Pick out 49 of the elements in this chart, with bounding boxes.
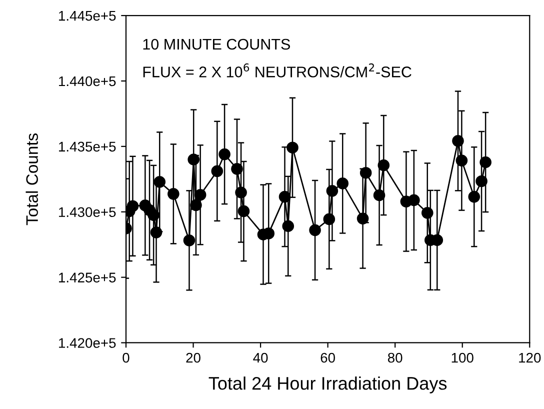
point — [356, 212, 369, 224]
x-axis-title: Total 24 Hour Irradiation Days — [208, 376, 447, 394]
annotation: 10 MINUTE COUNTS — [143, 38, 290, 50]
point — [150, 226, 162, 238]
point — [126, 200, 139, 212]
x-tick-label: 0 — [122, 352, 130, 363]
y-tick-label: 1.445e+5 — [59, 11, 116, 21]
point — [286, 142, 298, 154]
point — [188, 154, 200, 166]
point — [238, 205, 250, 218]
point — [336, 178, 349, 190]
y-tick-label: 1.440e+5 — [59, 76, 116, 86]
x-tick-label: 60 — [320, 352, 335, 363]
point — [194, 188, 206, 201]
point — [468, 190, 480, 203]
point — [231, 163, 243, 175]
point — [235, 186, 247, 198]
point — [190, 199, 202, 212]
point — [373, 189, 386, 202]
point — [278, 190, 291, 203]
point — [476, 175, 488, 188]
x-tick-label: 40 — [253, 352, 268, 363]
point — [360, 166, 372, 179]
y-tick-label: 1.430e+5 — [59, 207, 116, 218]
point — [323, 213, 336, 226]
y-tick-label: 1.420e+5 — [59, 338, 116, 348]
point — [282, 220, 294, 232]
point — [480, 156, 492, 168]
point — [326, 185, 338, 197]
point — [452, 135, 464, 147]
point — [456, 154, 468, 166]
point — [421, 207, 434, 219]
point — [211, 165, 224, 178]
point — [408, 194, 420, 206]
point — [168, 188, 180, 200]
x-tick-label: 120 — [519, 352, 541, 363]
y-tick-label: 1.425e+5 — [59, 272, 116, 282]
x-tick-label: 100 — [452, 352, 474, 363]
point — [309, 224, 321, 236]
point — [148, 209, 160, 222]
y-axis-title: Total Counts — [26, 133, 38, 226]
point — [183, 234, 196, 246]
point — [154, 176, 166, 188]
point — [378, 159, 390, 172]
x-tick-label: 20 — [186, 352, 200, 363]
annotation: FLUX = 2 X 10$^{6}$ NEUTRONS/CM$^{2}$-SEC — [143, 63, 412, 78]
point — [218, 148, 230, 160]
y-tick-label: 1.435e+5 — [59, 142, 116, 152]
x-tick-label: 80 — [388, 352, 402, 363]
